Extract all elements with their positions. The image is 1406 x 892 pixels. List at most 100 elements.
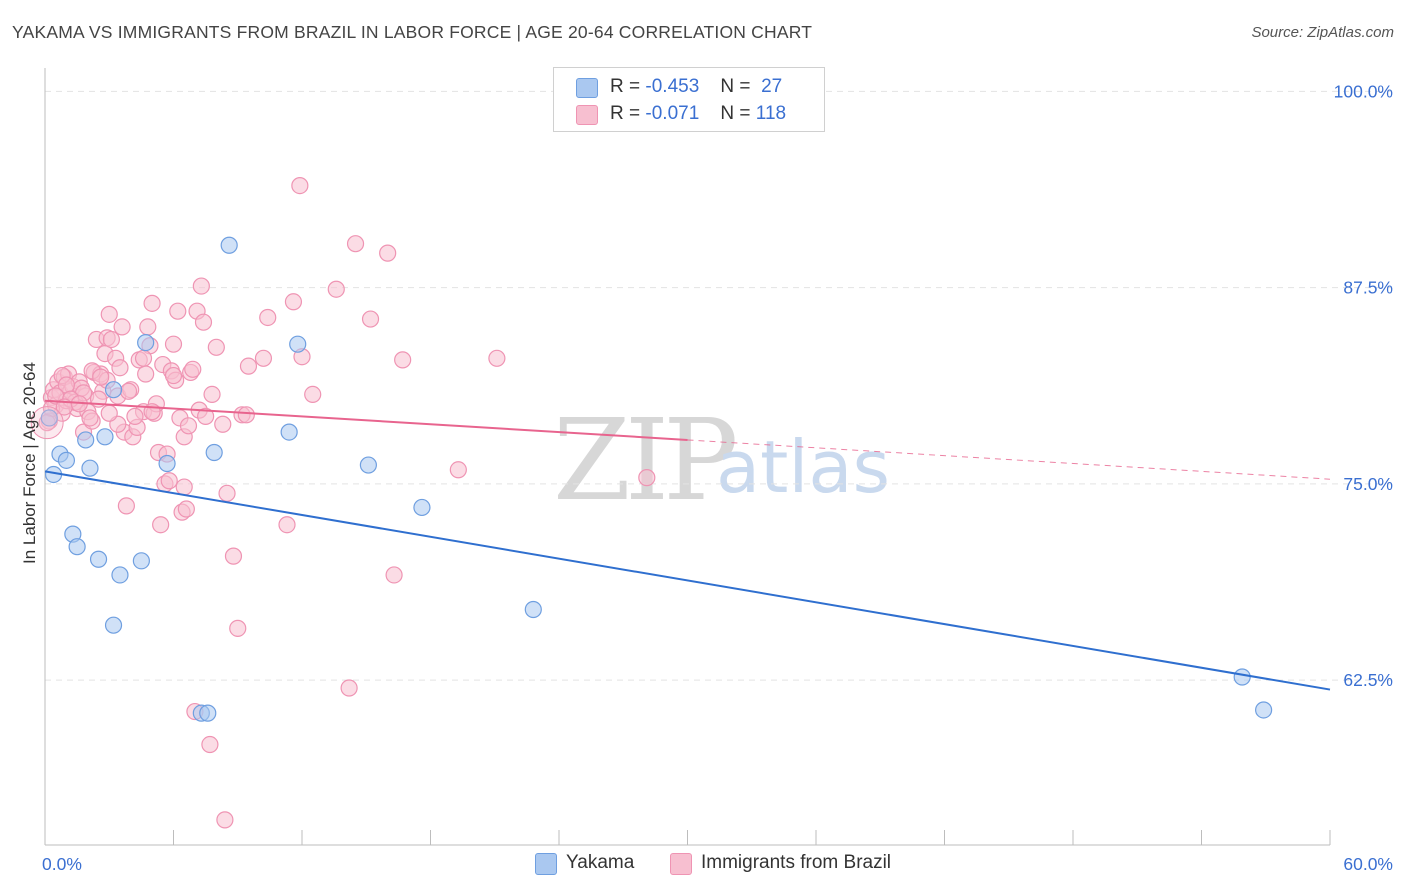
brazil-point (197, 407, 215, 425)
brazil-point (239, 357, 258, 375)
label-layer: 100.0% 87.5% 75.0% 62.5% 0.0% 60.0% In Labor F… (20, 81, 1393, 874)
yakama-point (1255, 701, 1273, 719)
yakama-point (68, 538, 86, 556)
chart-title: YAKAMA VS IMMIGRANTS FROM BRAZIL IN LABO… (12, 22, 813, 42)
yakama-point (40, 409, 58, 427)
brazil-point (169, 302, 187, 320)
brazil-point (134, 349, 153, 367)
brazil-point (81, 409, 99, 427)
brazil-swatch (576, 105, 598, 125)
brazil-point (179, 417, 198, 435)
yakama-point (158, 454, 176, 473)
yakama-trend-line (44, 470, 1331, 691)
brazil-point (237, 406, 255, 424)
brazil-point (229, 619, 247, 637)
brazil-point (152, 516, 170, 534)
yakama-point (220, 236, 238, 254)
brazil-point (449, 461, 467, 479)
brazil-point (139, 318, 157, 336)
yakama-legend-label: Yakama (566, 852, 635, 873)
brazil-point (175, 478, 193, 496)
brazil-point (194, 313, 213, 331)
yakama-point (413, 498, 431, 517)
brazil-point (216, 811, 234, 829)
legend-n-value: 27 (761, 76, 783, 97)
brazil-point (394, 351, 412, 369)
brazil-point (218, 484, 236, 502)
yakama-point (524, 600, 542, 619)
brazil-point (30, 406, 64, 440)
brazil-trend-line (44, 399, 688, 441)
brazil-point (92, 368, 110, 386)
brazil-point (100, 404, 118, 422)
y-axis-label: In Labor Force | Age 20-64 (20, 362, 39, 564)
y-tick-label: 87.5% (1343, 278, 1393, 298)
yakama-point (132, 552, 150, 570)
brazil-point (291, 177, 309, 195)
source-label: Source: ZipAtlas.com (1251, 24, 1394, 41)
y-tick-label: 75.0% (1343, 474, 1393, 494)
brazil-point (111, 359, 129, 377)
x-tick-label: 60.0% (1343, 854, 1393, 874)
correlation-legend: R = -0.453 N = 27 R = -0.071 N = 118 (553, 67, 825, 132)
grid-layer (45, 90, 1392, 681)
brazil-point (192, 277, 210, 295)
yakama-point (77, 431, 95, 449)
yakama-point (289, 335, 307, 353)
brazil-point (143, 294, 161, 312)
brazil-point (137, 365, 155, 383)
brazil-point (361, 310, 380, 328)
brazil-point (164, 366, 183, 385)
brazil-point (385, 566, 403, 584)
yakama-legend-swatch (535, 853, 557, 875)
legend-n-label: N = (720, 76, 751, 97)
legend-r-value: -0.071 (645, 103, 700, 124)
brazil-legend-swatch (670, 853, 692, 875)
yakama-point (104, 616, 123, 634)
brazil-legend-label: Immigrants from Brazil (701, 852, 892, 873)
legend-n-value: 118 (755, 103, 787, 124)
brazil-point (214, 415, 232, 433)
yakama-point (111, 566, 129, 584)
brazil-point (488, 349, 506, 367)
yakama-point (96, 428, 114, 446)
brazil-point (126, 407, 144, 425)
brazil-trend-line-extension (687, 439, 1331, 480)
brazil-point (113, 318, 131, 336)
yakama-point (104, 381, 123, 399)
brazil-point (119, 382, 138, 400)
yakama-point (137, 334, 155, 352)
yakama-point (57, 451, 76, 469)
brazil-point (346, 235, 365, 253)
yakama-point (89, 550, 108, 568)
trend-layer (44, 399, 1331, 691)
y-tick-label: 62.5% (1343, 670, 1393, 690)
brazil-point (284, 293, 303, 311)
yakama-point (199, 704, 217, 722)
brazil-point (254, 349, 273, 367)
brazil-point (100, 305, 118, 323)
brazil-point (224, 547, 243, 565)
yakama-point (280, 423, 298, 441)
brazil-point (201, 735, 219, 754)
brazil-point (340, 679, 358, 697)
yakama-swatch (576, 78, 598, 98)
legend-r-value: -0.453 (645, 76, 700, 97)
brazil-point (304, 385, 322, 404)
legend-n-label: N = (720, 103, 751, 124)
yakama-point (359, 456, 377, 474)
legend-r-label: R = (610, 103, 641, 124)
brazil-point (278, 516, 296, 534)
brazil-point (102, 330, 120, 349)
yakama-point (205, 443, 223, 462)
brazil-point (164, 335, 183, 353)
x-tick-label: 0.0% (42, 854, 82, 874)
brazil-point (203, 385, 221, 404)
brazil-point (184, 360, 202, 378)
brazil-point (379, 244, 397, 262)
watermark-zip: ZIP (553, 396, 738, 526)
brazil-point (160, 472, 178, 490)
legend-r-label: R = (610, 76, 641, 97)
brazil-point (259, 308, 277, 327)
